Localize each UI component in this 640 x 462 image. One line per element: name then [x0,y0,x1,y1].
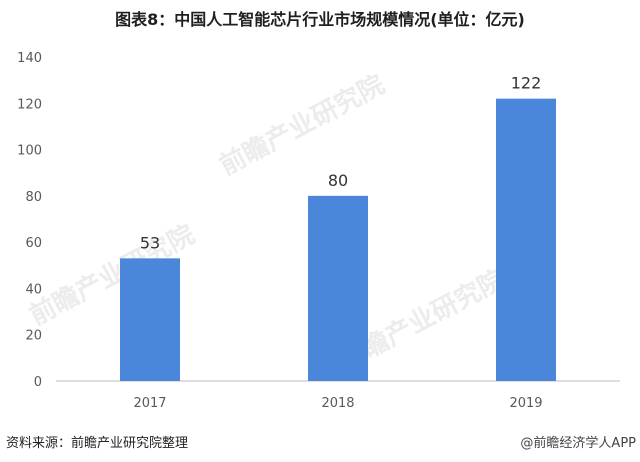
y-tick-label: 140 [17,51,42,66]
y-tick-label: 20 [25,329,42,344]
data-label-2018: 80 [328,171,348,190]
y-tick-label: 60 [25,236,42,251]
chart-title: 图表8：中国人工智能芯片行业市场规模情况(单位：亿元) [115,10,525,29]
x-tick-label-2019: 2019 [509,396,542,411]
data-label-2019: 122 [511,74,542,93]
bar-chart: 0 20 40 60 80 100 120 140 53 2017 80 2018 122 2019 [17,51,620,411]
y-tick-label: 120 [17,97,42,112]
x-tick-label-2017: 2017 [133,396,166,411]
bar-2018 [308,195,368,381]
y-tick-label: 80 [25,190,42,205]
credit-note: @前瞻经济学人APP [520,436,636,451]
y-tick-label: 0 [34,375,42,390]
x-tick-label-2018: 2018 [321,396,354,411]
bar-2017 [120,258,180,381]
y-tick-label: 40 [25,282,42,297]
data-label-2017: 53 [140,233,160,252]
y-tick-label: 100 [17,144,42,159]
source-note: 资料来源：前瞻产业研究院整理 [6,436,189,451]
bar-2019 [496,98,556,382]
